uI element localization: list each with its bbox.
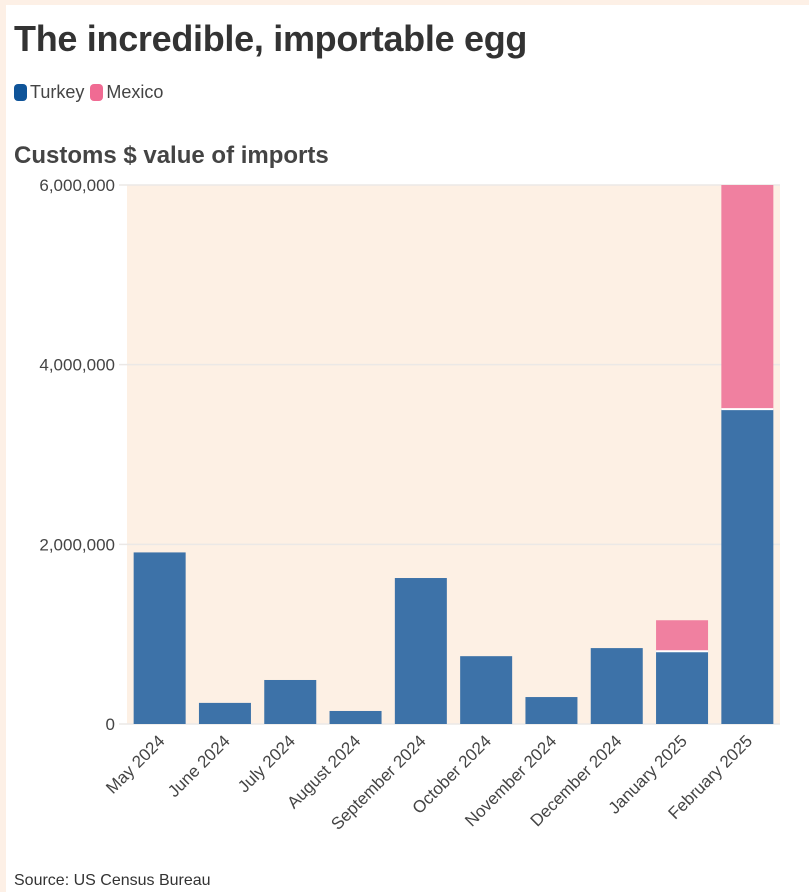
legend-item-turkey: Turkey — [14, 82, 84, 103]
x-tick-label: June 2024 — [164, 731, 234, 801]
bar-turkey — [721, 409, 774, 724]
y-tick-label: 4,000,000 — [39, 356, 115, 375]
legend-label-turkey: Turkey — [30, 82, 85, 102]
source-note: Source: US Census Bureau — [14, 872, 211, 889]
bar-turkey — [264, 679, 317, 724]
legend: Turkey Mexico — [14, 82, 163, 103]
bar-turkey — [394, 578, 447, 724]
bar-turkey — [590, 648, 643, 724]
chart-subtitle: Customs $ value of imports — [14, 142, 329, 169]
bar-mexico — [721, 185, 774, 410]
legend-swatch-turkey — [14, 84, 27, 101]
chart-title: The incredible, importable egg — [14, 18, 528, 59]
bar-turkey — [460, 656, 513, 724]
legend-item-mexico: Mexico — [90, 82, 163, 103]
y-tick-label: 0 — [106, 715, 115, 734]
bar-turkey — [525, 697, 578, 724]
x-tick-label: July 2024 — [234, 731, 299, 796]
legend-swatch-mexico — [90, 84, 104, 101]
bar-turkey — [198, 702, 251, 724]
bar-turkey — [329, 710, 382, 724]
bar-mexico — [656, 620, 709, 652]
y-tick-label: 2,000,000 — [39, 535, 115, 554]
legend-label-mexico: Mexico — [106, 82, 164, 102]
y-tick-label: 6,000,000 — [39, 176, 115, 195]
x-tick-label: May 2024 — [102, 731, 168, 797]
bar-turkey — [133, 552, 186, 724]
bar-turkey — [656, 651, 709, 724]
